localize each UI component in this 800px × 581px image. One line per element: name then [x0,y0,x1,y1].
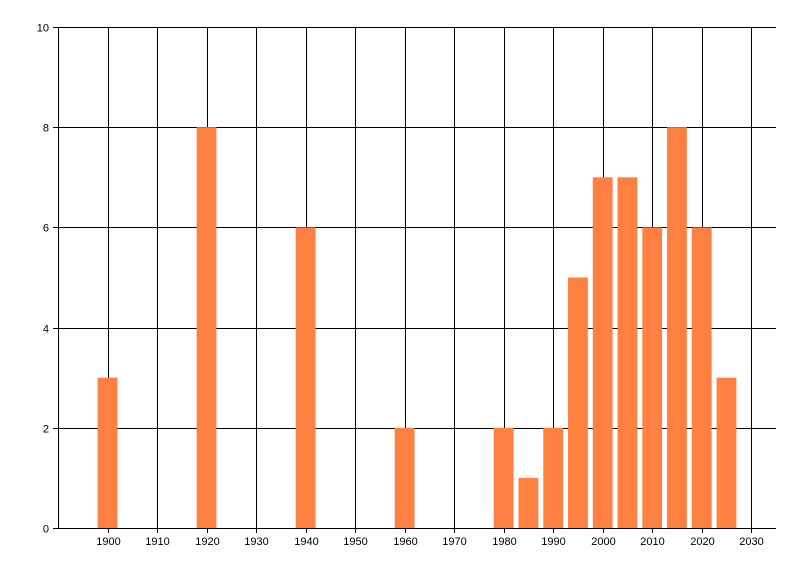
x-tick-label-1980: 1980 [492,536,516,548]
y-tick-label-6: 6 [43,223,49,235]
bar-1980 [493,427,514,528]
bar-1900 [97,377,118,528]
x-tick-label-2030: 2030 [739,536,763,548]
bars [97,127,737,529]
y-tick-label-0: 0 [43,524,49,536]
bar-1960 [394,427,415,528]
x-tick-label-1930: 1930 [244,536,268,548]
bar-2000 [592,177,613,529]
x-tick-label-1950: 1950 [343,536,367,548]
axes [53,27,776,533]
x-tick-label-1970: 1970 [442,536,466,548]
x-tick-label-1920: 1920 [195,536,219,548]
x-tick-label-1960: 1960 [393,536,417,548]
x-tick-label-1900: 1900 [96,536,120,548]
x-tick-label-1990: 1990 [541,536,565,548]
bar-1920 [196,127,217,528]
bar-1995 [568,277,588,528]
bar-1940 [295,227,316,528]
bar-2010 [642,227,663,528]
y-tick-label-2: 2 [43,424,49,436]
y-tick-label-4: 4 [43,324,49,336]
x-tick-label-1910: 1910 [145,536,169,548]
bar-2020 [691,227,712,528]
x-tick-label-2010: 2010 [640,536,664,548]
y-tick-label-8: 8 [43,123,49,135]
x-tick-label-1940: 1940 [294,536,318,548]
x-tick-label-2020: 2020 [690,536,714,548]
bar-2015 [667,127,687,528]
tick-labels: 0 2 4 6 8 10 1900 1910 1920 1930 1940 1950 1960 1970 1… [37,23,764,549]
x-tick-label-2000: 2000 [591,536,615,548]
bar-2005 [617,177,638,529]
y-tick-label-10: 10 [37,23,49,35]
bar-1990 [543,427,564,528]
bar-1985 [518,477,539,528]
bar-2025 [716,377,737,528]
